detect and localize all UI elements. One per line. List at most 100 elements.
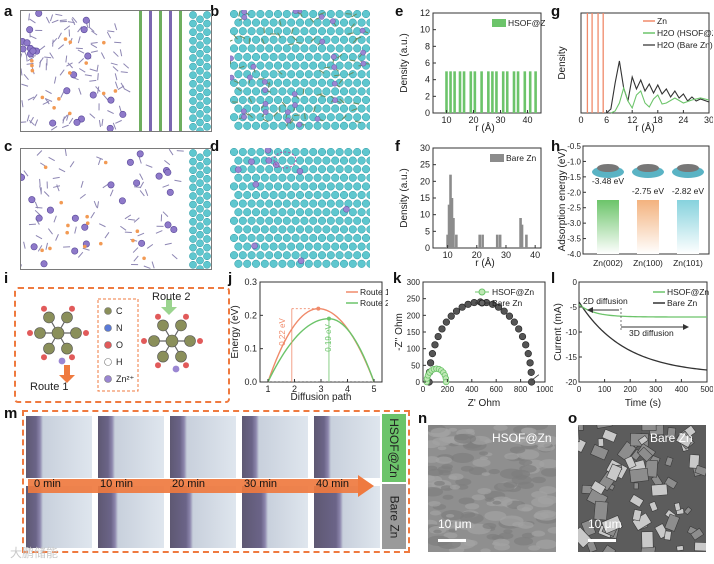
- chart-e-legend-label: HSOF@Zn: [508, 18, 545, 28]
- zn-lattice-atom: [344, 148, 353, 157]
- chart-k-ylabel: -Z'' Ohm: [394, 313, 405, 351]
- bar: [447, 204, 451, 248]
- solvent-molecule: [47, 228, 53, 235]
- zn-lattice-atom: [256, 10, 265, 19]
- optical-frame-top: [314, 416, 380, 478]
- anion: [52, 105, 56, 110]
- solvent-molecule: [26, 114, 30, 122]
- adsorbate-icon-002: [597, 164, 619, 172]
- panel-letter-m: m: [4, 405, 18, 422]
- x-tick-label: 4: [345, 384, 350, 394]
- zn-surface-atom: [203, 200, 211, 209]
- zn-lattice-atom: [326, 216, 335, 225]
- zn-dendrite-flake: [578, 426, 580, 443]
- anion: [40, 248, 44, 253]
- anion: [85, 214, 89, 219]
- adsorbed-molecule: [238, 10, 241, 17]
- zn-lattice-atom: [313, 52, 322, 62]
- zn-surface-atom: [189, 183, 197, 192]
- solvent-molecule: [21, 68, 23, 76]
- zn-ion: [71, 247, 79, 255]
- solvent-molecule: [123, 88, 131, 93]
- zn-surface-atom: [189, 226, 197, 235]
- zn-lattice-atom: [251, 173, 261, 182]
- zn-lattice-atom: [317, 44, 327, 53]
- zn-lattice-atom: [317, 148, 327, 157]
- adsorbed-molecule: [336, 53, 343, 59]
- md-snapshot-hsof: [20, 10, 212, 132]
- zn-surface-atom: [203, 252, 211, 261]
- zn-lattice-atom: [304, 35, 313, 44]
- adsorbed-molecule: [230, 39, 233, 42]
- adsorbed-molecule: [349, 59, 356, 62]
- bare-zn-point: [515, 325, 523, 333]
- zn-ion: [29, 47, 37, 55]
- bar: [450, 198, 454, 248]
- zn-ion: [70, 71, 78, 79]
- solvent-molecule: [96, 64, 99, 72]
- zn-lattice-atom: [265, 216, 274, 225]
- barrier-point: [326, 316, 331, 321]
- zn-lattice-atom: [238, 95, 247, 105]
- zn-lattice-atom: [300, 216, 309, 225]
- zn-lattice-atom: [234, 225, 243, 234]
- zn-lattice-atom: [309, 165, 318, 174]
- solvent-molecule: [53, 76, 57, 84]
- chart-g-xlabel: r (Å): [635, 121, 654, 134]
- zn-lattice-atom: [313, 18, 322, 27]
- bare-zn-point: [522, 341, 530, 349]
- solvent-molecule: [21, 83, 29, 87]
- zn-surface-atom: [189, 166, 197, 175]
- anion: [65, 230, 69, 235]
- energy-bar: [637, 200, 659, 254]
- top-view-bare-lattice: [230, 148, 370, 268]
- zn-dendrite-flake: [637, 446, 653, 463]
- adsorbed-molecule: [293, 114, 300, 117]
- zn-lattice-atom: [366, 35, 370, 44]
- y-tick-label: 15: [420, 193, 430, 203]
- anion: [67, 71, 72, 75]
- zn-surface-atom: [196, 75, 204, 84]
- zn-lattice-atom: [243, 87, 252, 96]
- sem-grain: [485, 497, 495, 502]
- x-tick-label: 800: [514, 385, 528, 394]
- adsorbed-molecule: [292, 36, 298, 41]
- zn-surface-atom: [189, 200, 197, 209]
- zn-ion: [285, 109, 291, 115]
- sem-grain: [509, 446, 526, 454]
- adsorbed-molecule: [355, 36, 362, 40]
- zn-ion: [262, 101, 269, 107]
- zn-lattice-atom: [247, 44, 256, 53]
- sem-grain: [445, 513, 455, 518]
- zn-dendrite-flake: [578, 425, 584, 432]
- solvent-molecule: [139, 190, 145, 197]
- anion: [59, 200, 64, 205]
- zn-lattice-atom: [322, 190, 331, 200]
- side-label-hsof-text: HSOF@Zn: [387, 418, 401, 478]
- zn-lattice-atom: [251, 104, 261, 113]
- bar: [528, 71, 532, 113]
- solvent-molecule: [58, 168, 66, 173]
- zn-lattice-atom: [348, 208, 357, 217]
- adsorbate-icon-100: [637, 164, 659, 172]
- zn-surface-atom: [203, 260, 211, 269]
- solvent-molecule: [25, 54, 28, 62]
- chart-e-legend-swatch: [492, 19, 506, 27]
- zn-lattice-atom: [348, 242, 357, 251]
- zn-dendrite-flake: [676, 545, 684, 552]
- sem-grain: [531, 491, 548, 499]
- zn-lattice-atom: [353, 165, 362, 174]
- zn-lattice-atom: [357, 259, 366, 268]
- zn-surface-atom: [196, 118, 204, 127]
- solvent-molecule: [23, 74, 29, 81]
- solvent-molecule: [91, 30, 98, 36]
- bar: [501, 71, 505, 113]
- zn-lattice-atom: [287, 156, 296, 165]
- solvent-molecule: [35, 235, 43, 240]
- zn-surface-atom: [196, 84, 204, 92]
- zn-lattice-atom: [269, 173, 278, 182]
- y-tick-label: 5: [425, 226, 430, 236]
- solvent-molecule: [63, 25, 71, 31]
- chart-g-ylabel: Density: [557, 46, 568, 79]
- zn-ion: [40, 260, 48, 268]
